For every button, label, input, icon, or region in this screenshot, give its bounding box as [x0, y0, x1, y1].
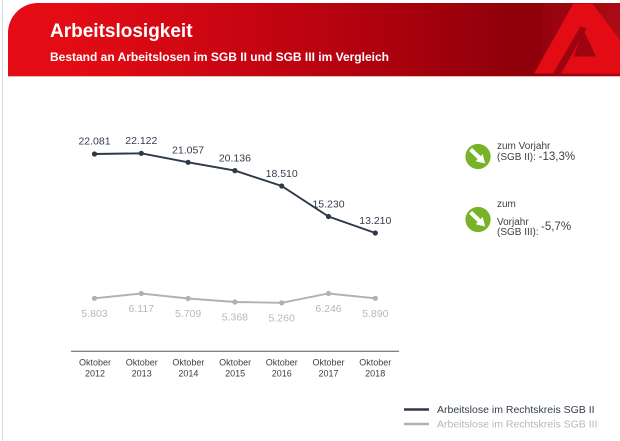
svg-text:21.057: 21.057 — [172, 144, 204, 156]
svg-text:2012: 2012 — [85, 369, 105, 379]
svg-text:Oktober: Oktober — [172, 358, 204, 368]
svg-text:Arbeitslose im Rechtskreis SGB: Arbeitslose im Rechtskreis SGB II — [437, 404, 595, 416]
svg-text:5.890: 5.890 — [362, 308, 388, 320]
svg-text:2018: 2018 — [365, 369, 385, 379]
svg-text:Oktober: Oktober — [312, 358, 344, 368]
svg-text:Arbeitslose im Rechtskreis SGB: Arbeitslose im Rechtskreis SGB III — [437, 419, 597, 431]
svg-text:22.081: 22.081 — [78, 136, 110, 148]
svg-text:Oktober: Oktober — [219, 358, 251, 368]
svg-text:5.260: 5.260 — [269, 312, 295, 324]
svg-text:5.803: 5.803 — [81, 308, 107, 320]
svg-text:Oktober: Oktober — [359, 358, 391, 368]
svg-text:13.210: 13.210 — [359, 215, 391, 227]
svg-text:6.246: 6.246 — [315, 303, 341, 315]
svg-text:18.510: 18.510 — [266, 168, 298, 180]
svg-text:Oktober: Oktober — [266, 358, 298, 368]
svg-text:20.136: 20.136 — [219, 153, 251, 165]
svg-text:5.368: 5.368 — [222, 312, 248, 324]
svg-text:Oktober: Oktober — [126, 358, 158, 368]
svg-text:5.709: 5.709 — [175, 308, 201, 320]
svg-text:2016: 2016 — [272, 369, 292, 379]
svg-text:2017: 2017 — [318, 369, 338, 379]
svg-text:2014: 2014 — [178, 369, 198, 379]
svg-text:Oktober: Oktober — [79, 358, 111, 368]
svg-text:15.230: 15.230 — [312, 199, 344, 211]
svg-text:6.117: 6.117 — [129, 303, 155, 315]
svg-text:2015: 2015 — [225, 369, 245, 379]
svg-text:22.122: 22.122 — [125, 135, 157, 147]
svg-text:2013: 2013 — [132, 369, 152, 379]
